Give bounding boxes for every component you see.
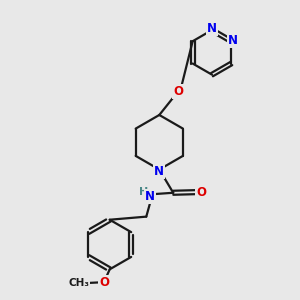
Text: O: O bbox=[173, 85, 183, 98]
Text: N: N bbox=[207, 22, 217, 35]
Text: N: N bbox=[154, 165, 164, 178]
Text: H: H bbox=[140, 188, 149, 197]
Text: O: O bbox=[196, 186, 206, 199]
Text: O: O bbox=[99, 276, 109, 289]
Text: N: N bbox=[228, 34, 238, 47]
Text: CH₃: CH₃ bbox=[68, 278, 89, 288]
Text: N: N bbox=[145, 190, 155, 203]
